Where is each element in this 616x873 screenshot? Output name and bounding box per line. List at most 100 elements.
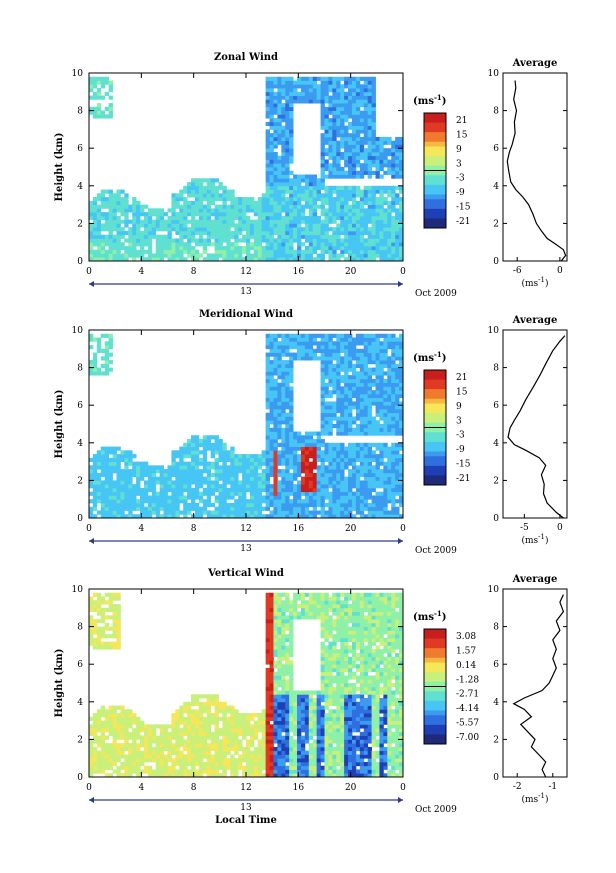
heatmap-cell	[100, 720, 106, 725]
heatmap-cell	[340, 337, 345, 342]
heatmap-cell	[344, 424, 349, 429]
heatmap-cell	[355, 76, 361, 81]
heatmap-cell	[269, 114, 274, 119]
heatmap-cell	[171, 465, 176, 470]
heatmap-cell	[210, 223, 215, 228]
heatmap-cell	[140, 219, 145, 224]
heatmap-cell	[281, 204, 286, 209]
heatmap-cell	[348, 88, 353, 93]
heatmap-cell	[273, 159, 278, 164]
heatmap-cell	[104, 371, 110, 376]
heatmap-cell	[367, 401, 372, 406]
heatmap-cell	[100, 750, 106, 755]
heatmap-cell	[198, 242, 204, 247]
heatmap-cell	[253, 204, 259, 209]
heatmap-cell	[257, 465, 263, 470]
heatmap-cell	[375, 341, 380, 346]
heatmap-cell	[387, 140, 392, 145]
heatmap-cell	[379, 405, 384, 410]
heatmap-cell	[277, 170, 282, 175]
heatmap-cell	[100, 626, 106, 631]
heatmap-cell	[214, 242, 219, 247]
heatmap-cell	[214, 253, 219, 258]
heatmap-cell	[179, 446, 184, 451]
heatmap-cell	[191, 713, 196, 718]
heatmap-cell	[332, 253, 337, 258]
heatmap-cell	[348, 144, 353, 149]
heatmap-cell	[363, 193, 369, 198]
heatmap-cell	[387, 193, 392, 198]
heatmap-cell	[289, 510, 294, 515]
heatmap-cell	[320, 439, 325, 444]
heatmap-cell	[234, 238, 239, 243]
heatmap-cell	[285, 446, 290, 451]
heatmap-cell	[328, 375, 333, 380]
heatmap-cell	[155, 219, 161, 224]
heatmap-cell	[308, 193, 314, 198]
heatmap-cell	[147, 769, 153, 774]
heatmap-cell	[140, 461, 145, 466]
heatmap-cell	[312, 185, 318, 190]
heatmap-cell	[304, 472, 310, 478]
heatmap-cell	[379, 416, 384, 421]
heatmap-cell	[261, 487, 267, 493]
heatmap-cell	[324, 174, 329, 179]
heatmap-cell	[395, 446, 400, 451]
heatmap-cell	[191, 212, 196, 217]
heatmap-cell	[210, 257, 215, 262]
heatmap-cell	[371, 163, 376, 168]
heatmap-cell	[399, 140, 404, 145]
heatmap-cell	[336, 472, 341, 478]
heatmap-cell	[92, 234, 98, 239]
heatmap-cell	[265, 227, 270, 232]
heatmap-cell	[171, 713, 176, 718]
heatmap-cell	[285, 159, 290, 164]
heatmap-cell	[222, 457, 227, 462]
heatmap-cell	[320, 159, 325, 164]
heatmap-cell	[363, 170, 369, 175]
heatmap-cell	[155, 469, 161, 474]
heatmap-cell	[96, 634, 102, 639]
heatmap-cell	[348, 333, 353, 338]
heatmap-cell	[230, 230, 235, 236]
heatmap-cell	[206, 439, 212, 444]
heatmap-cell	[375, 397, 380, 402]
heatmap-cell	[136, 465, 141, 470]
heatmap-cell	[167, 499, 172, 504]
heatmap-cell	[163, 773, 168, 778]
heatmap-cell	[332, 245, 337, 251]
heatmap-cell	[104, 735, 110, 740]
heatmap-cell	[308, 212, 314, 217]
heatmap-cell	[230, 506, 235, 511]
heatmap-cell	[324, 367, 329, 372]
heatmap-cell	[391, 257, 396, 262]
heatmap-cell	[230, 219, 235, 224]
heatmap-cell	[104, 106, 110, 111]
heatmap-cell	[379, 345, 384, 350]
heatmap-cell	[359, 450, 365, 455]
heatmap-cell	[143, 480, 149, 485]
heatmap-cell	[159, 219, 164, 224]
heatmap-cell	[363, 125, 369, 130]
heatmap-cell	[120, 716, 125, 721]
heatmap-cell	[387, 420, 392, 425]
heatmap-cell	[367, 80, 372, 85]
heatmap-cell	[391, 514, 396, 519]
heatmap-cell	[375, 469, 380, 474]
heatmap-cell	[238, 215, 243, 221]
heatmap-cell	[269, 405, 274, 410]
heatmap-cell	[320, 151, 325, 157]
heatmap-cell	[340, 499, 345, 504]
heatmap-cell	[332, 208, 337, 213]
heatmap-cell	[289, 208, 294, 213]
heatmap-cell	[336, 84, 341, 89]
heatmap-cell	[108, 510, 113, 515]
heatmap-cell	[387, 375, 392, 380]
heatmap-cell	[383, 450, 388, 455]
heatmap-cell	[108, 337, 113, 342]
heatmap-cell	[285, 450, 290, 455]
heatmap-cell	[336, 450, 341, 455]
heatmap-cell	[332, 333, 337, 338]
heatmap-cell	[336, 121, 341, 127]
heatmap-cell	[375, 480, 380, 485]
